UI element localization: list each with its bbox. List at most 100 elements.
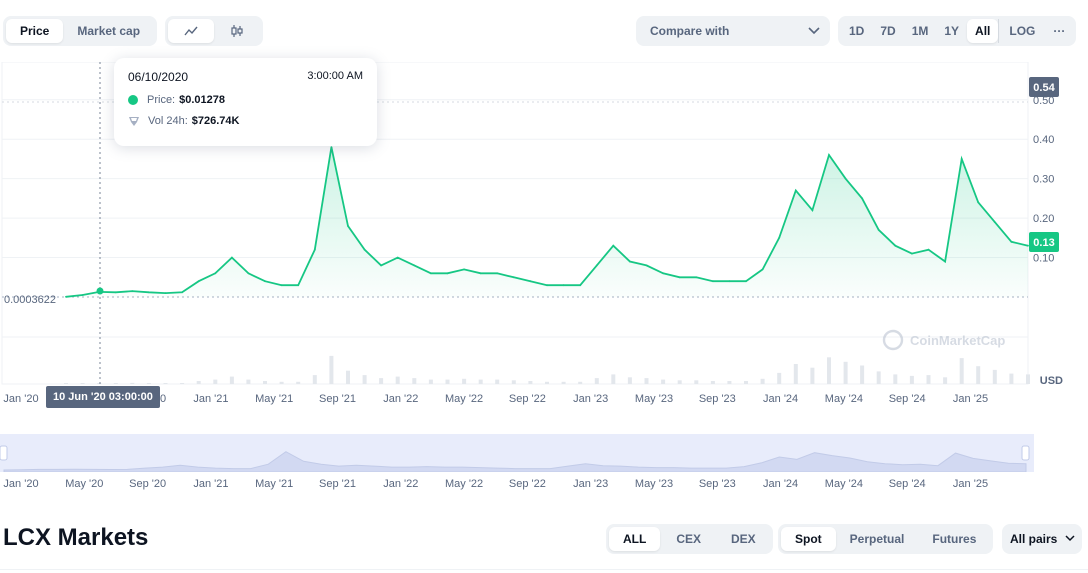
range-1m[interactable]: 1M <box>911 24 929 38</box>
price-point <box>264 280 266 283</box>
watermark-text: CoinMarketCap <box>910 333 1005 348</box>
volume-bar <box>710 381 715 384</box>
navigator-tick-label: Sep '21 <box>319 478 356 490</box>
price-point <box>380 264 382 267</box>
current-price-tag <box>1029 232 1059 252</box>
chevron-down-icon <box>808 27 820 35</box>
tab-spot[interactable]: Spot <box>781 527 836 551</box>
volume-bar <box>860 365 865 384</box>
navigator-tick-label: Sep '20 <box>129 478 167 490</box>
volume-bar <box>545 381 549 384</box>
x-tick-label: Jan '20 <box>3 393 39 405</box>
price-point <box>927 248 930 251</box>
candlestick-icon <box>231 25 243 37</box>
volume-bar <box>1026 374 1030 384</box>
compare-with-label: Compare with <box>650 24 730 38</box>
volume-bar <box>992 369 997 384</box>
volume-bar <box>611 374 616 384</box>
high-price-tag <box>1029 77 1059 97</box>
navigator-area <box>3 451 1027 473</box>
range-1d[interactable]: 1D <box>849 24 865 38</box>
volume-bar <box>694 380 699 384</box>
volume-bar <box>777 372 782 384</box>
volume-bar <box>677 380 682 384</box>
tab-price[interactable]: Price <box>6 19 64 43</box>
more-options-button[interactable]: ··· <box>1053 24 1066 38</box>
range-navigator[interactable] <box>0 434 1034 473</box>
compare-with-dropdown[interactable]: Compare with <box>636 16 830 46</box>
markets-title: LCX Markets <box>3 524 149 551</box>
navigator-tick-label: Sep '23 <box>698 478 736 490</box>
price-point <box>629 260 631 263</box>
navigator-right-handle[interactable] <box>1021 445 1030 461</box>
volume-bar <box>727 381 732 384</box>
tab-cex[interactable]: CEX <box>676 532 702 546</box>
tab-all[interactable]: ALL <box>609 527 661 551</box>
tab-perpetual[interactable]: Perpetual <box>849 532 905 546</box>
navigator-left-handle[interactable] <box>0 445 8 461</box>
volume-bar <box>130 382 135 384</box>
price-point <box>214 272 217 275</box>
price-area <box>66 147 1028 297</box>
price-point <box>960 158 963 160</box>
high-price-tag-label: 0.54 <box>1033 82 1055 94</box>
volume-bar <box>296 381 301 384</box>
chevron-down-icon <box>1065 535 1075 542</box>
chart-tooltip: 06/10/2020 3:00:00 AM Price: $0.01278 Vo… <box>114 58 377 146</box>
price-point <box>645 264 648 267</box>
x-tick-label: May '22 <box>445 393 484 405</box>
price-point <box>98 291 101 293</box>
price-point <box>313 248 316 251</box>
volume-bar <box>644 378 649 384</box>
volume-bar <box>312 375 317 384</box>
x-tick-label: Jan '23 <box>573 393 609 405</box>
range-all[interactable]: All <box>967 19 999 43</box>
volume-bar <box>263 381 267 384</box>
price-point <box>861 197 863 200</box>
volume-icon <box>129 117 139 126</box>
volume-bar <box>395 376 400 384</box>
tab-futures[interactable]: Futures <box>932 532 977 546</box>
price-point <box>114 291 117 294</box>
all-pairs-dropdown[interactable]: All pairs <box>1002 524 1082 554</box>
x-tick-label: Sep '24 <box>888 393 926 405</box>
range-7d[interactable]: 7D <box>880 24 896 38</box>
price-point <box>944 260 946 263</box>
price-point <box>562 284 565 287</box>
price-point <box>463 268 465 271</box>
price-chart[interactable]: 0.10 0.20 0.30 0.40 0.50 0.0003622 0.54 0.13… <box>0 61 1088 422</box>
price-point <box>993 221 996 224</box>
range-log[interactable]: LOG <box>998 19 1045 43</box>
metric-tabs: Price Market cap <box>3 16 158 46</box>
tab-market-cap[interactable]: Market cap <box>77 24 141 38</box>
navigator-tick-label: Jan '23 <box>573 478 609 490</box>
tooltip-price-value: $0.01278 <box>179 94 226 106</box>
price-point <box>546 284 548 287</box>
navigator-tick-label: Sep '24 <box>888 478 926 490</box>
price-point <box>728 280 731 283</box>
hover-point <box>96 287 104 295</box>
line-chart-icon <box>184 26 198 36</box>
market-type-tabs: Spot Perpetual Futures <box>778 524 994 554</box>
tab-dex[interactable]: DEX <box>731 532 756 546</box>
volume-bar <box>213 379 218 384</box>
x-tick-label: May '24 <box>824 393 863 405</box>
navigator-tick-label: May '22 <box>445 478 484 490</box>
price-point <box>828 154 830 156</box>
navigator-tick-label: Jan '20 <box>3 478 39 490</box>
volume-bar <box>976 366 981 384</box>
price-point <box>695 276 698 279</box>
volume-bar <box>909 375 914 384</box>
crosshair-date-tag: 10 Jun '20 03:00:00 <box>46 386 160 408</box>
all-pairs-label: All pairs <box>1010 532 1058 546</box>
price-point <box>712 280 714 283</box>
price-point <box>612 244 615 247</box>
navigator-tick-label: Sep '22 <box>508 478 546 490</box>
range-1y[interactable]: 1Y <box>944 24 960 38</box>
volume-bar <box>959 358 964 384</box>
line-chart-button[interactable] <box>168 19 214 43</box>
candlestick-button[interactable] <box>214 19 260 43</box>
volume-bar <box>528 381 533 384</box>
price-point <box>65 295 67 298</box>
price-point <box>148 291 150 294</box>
